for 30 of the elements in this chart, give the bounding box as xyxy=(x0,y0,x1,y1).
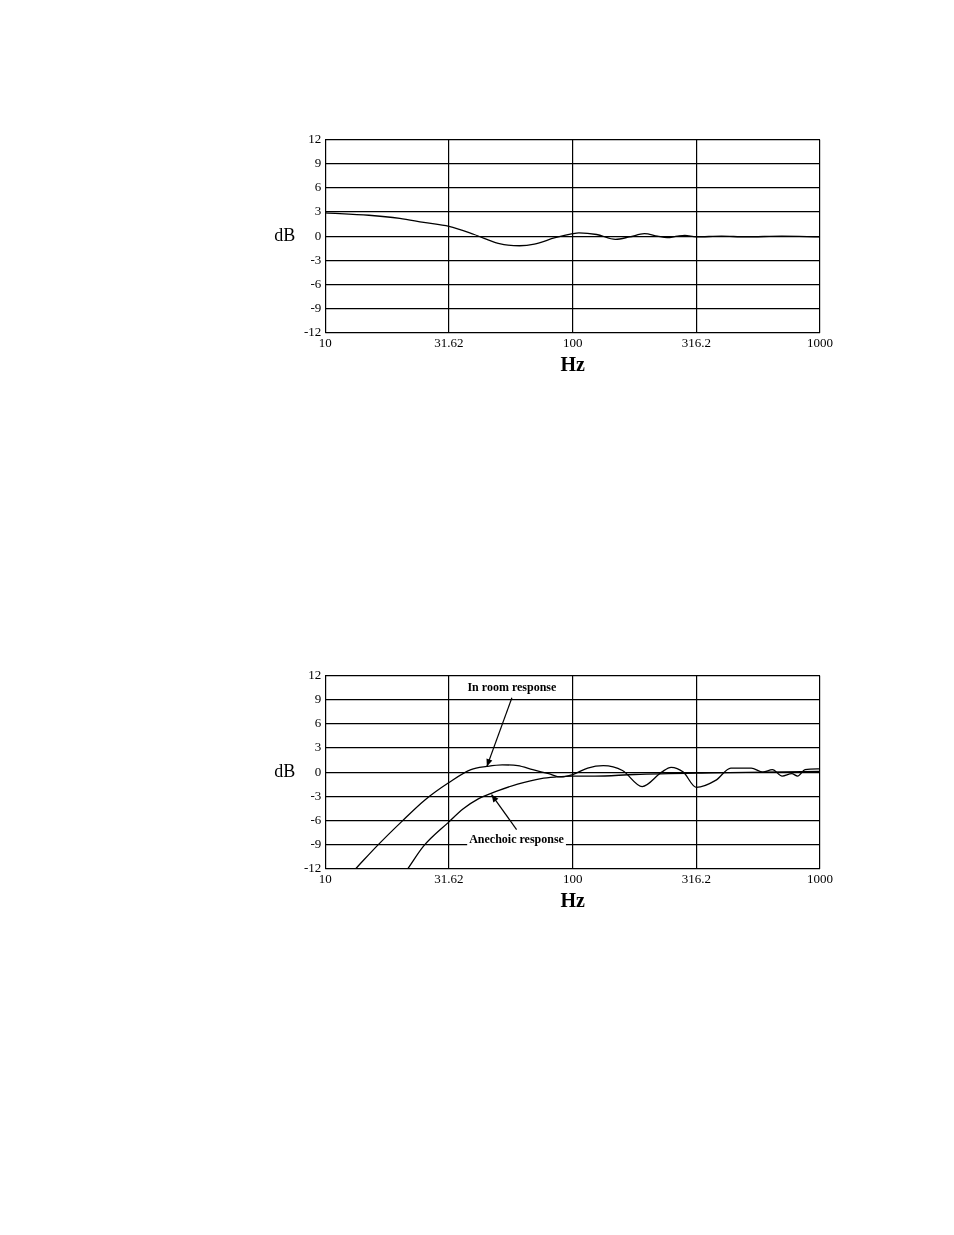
y-tick-label: 9 xyxy=(314,155,322,171)
x-axis-title: Hz xyxy=(560,353,585,376)
x-axis-title: Hz xyxy=(560,889,585,912)
y-tick-label: -9 xyxy=(310,835,322,851)
y-tick-label: 0 xyxy=(314,763,322,779)
x-tick-label: 31.62 xyxy=(434,334,464,350)
y-tick-label: 12 xyxy=(308,131,322,147)
y-tick-label: -3 xyxy=(310,787,322,803)
x-tick-label: 316.2 xyxy=(681,334,711,350)
x-tick-label: 316.2 xyxy=(681,870,711,886)
x-tick-label: 1000 xyxy=(807,870,833,886)
annotation: In room response xyxy=(467,679,558,694)
annotation: Anechoic response xyxy=(469,831,565,846)
y-axis-title: dB xyxy=(274,224,296,245)
y-tick-label: 3 xyxy=(314,203,322,219)
y-tick-label: 12 xyxy=(308,667,322,683)
y-tick-label: 0 xyxy=(314,227,322,243)
x-tick-label: 1000 xyxy=(807,334,833,350)
y-tick-label: 9 xyxy=(314,691,322,707)
y-tick-label: -9 xyxy=(310,299,322,315)
y-tick-label: -6 xyxy=(310,275,322,291)
y-tick-label: -3 xyxy=(310,251,322,267)
y-tick-label: -6 xyxy=(310,811,322,827)
y-tick-label: 6 xyxy=(314,179,322,195)
x-tick-label: 100 xyxy=(562,870,583,886)
y-axis-title: dB xyxy=(274,760,296,781)
y-tick-label: 6 xyxy=(314,715,322,731)
x-tick-label: 31.62 xyxy=(434,870,464,886)
y-tick-label: 3 xyxy=(314,739,322,755)
x-tick-label: 100 xyxy=(562,334,583,350)
